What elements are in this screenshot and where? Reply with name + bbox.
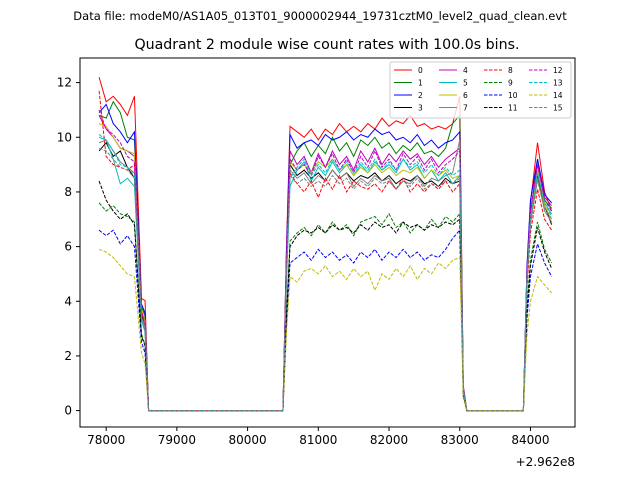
x-tick-label: 81000 <box>299 433 337 447</box>
legend-label-13: 13 <box>553 79 563 88</box>
y-tick-label: 0 <box>64 404 72 418</box>
legend-label-2: 2 <box>418 91 423 100</box>
series-layer <box>98 76 553 412</box>
legend-label-12: 12 <box>553 66 563 75</box>
legend-label-15: 15 <box>553 104 563 113</box>
legend-label-1: 1 <box>418 79 423 88</box>
series-line-13 <box>98 134 553 412</box>
x-tick-label: 84000 <box>511 433 549 447</box>
legend-label-3: 3 <box>418 104 423 113</box>
y-tick-label: 4 <box>64 294 72 308</box>
y-tick-label: 6 <box>64 240 72 254</box>
legend-label-4: 4 <box>463 66 468 75</box>
y-tick-label: 8 <box>64 185 72 199</box>
chart-title: Quadrant 2 module wise count rates with … <box>134 37 519 53</box>
legend-label-11: 11 <box>508 104 518 113</box>
y-tick-label: 2 <box>64 349 72 363</box>
series-line-15 <box>98 147 553 412</box>
x-tick-label: 78000 <box>87 433 125 447</box>
plot-frame <box>79 57 576 428</box>
x-tick-label: 79000 <box>158 433 196 447</box>
legend-box <box>389 61 572 119</box>
legend-label-14: 14 <box>553 91 563 100</box>
y-axis: 0 2 4 6 8 10 12 <box>57 76 80 418</box>
legend-label-0: 0 <box>418 66 423 75</box>
x-tick-label: 83000 <box>441 433 479 447</box>
series-line-14 <box>98 248 553 412</box>
legend-label-5: 5 <box>463 79 468 88</box>
legend-label-10: 10 <box>508 91 518 100</box>
legend-label-8: 8 <box>508 66 513 75</box>
x-axis: 78000 79000 80000 81000 82000 83000 84000 <box>87 427 550 447</box>
legend-label-7: 7 <box>463 104 468 113</box>
x-tick-label: 82000 <box>370 433 408 447</box>
y-tick-label: 10 <box>57 130 72 144</box>
suptitle: Data file: modeM0/AS1A05_013T01_90000029… <box>73 9 567 23</box>
legend-label-9: 9 <box>508 79 513 88</box>
x-offset-label: +2.962e8 <box>516 455 575 469</box>
legend-label-6: 6 <box>463 91 468 100</box>
x-tick-label: 80000 <box>228 433 266 447</box>
y-tick-label: 12 <box>57 76 72 90</box>
